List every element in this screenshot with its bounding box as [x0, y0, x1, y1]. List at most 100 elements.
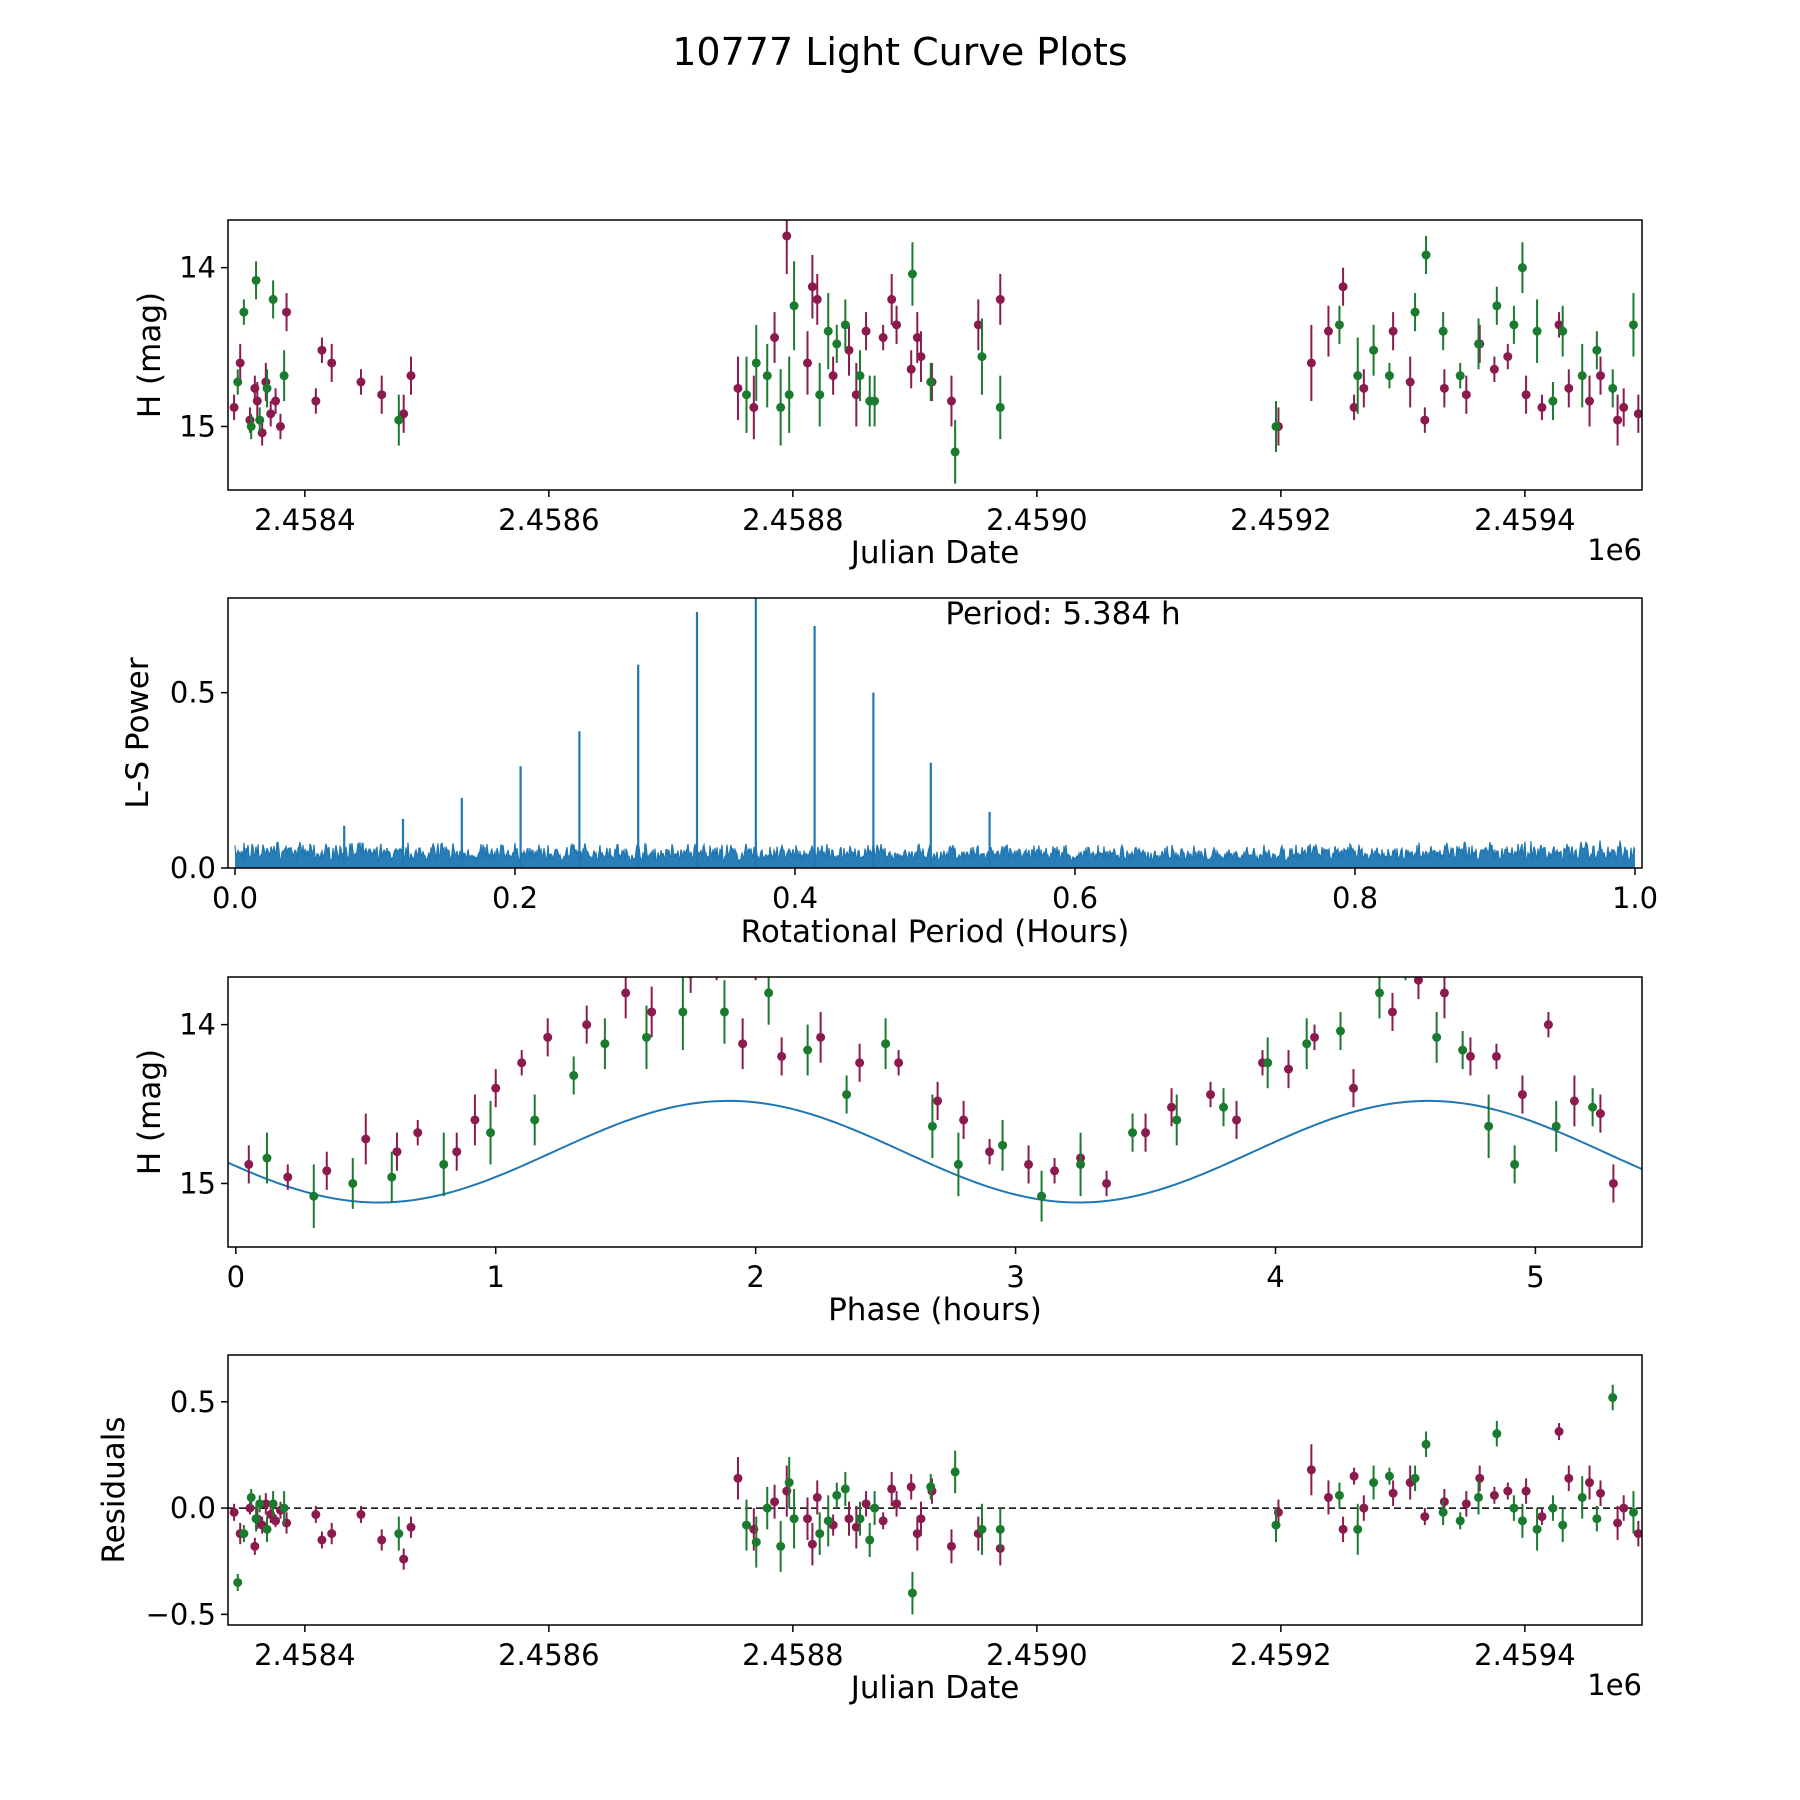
data-point	[266, 409, 276, 419]
data-point	[855, 371, 865, 381]
data-point	[1334, 320, 1344, 330]
data-point	[252, 396, 262, 406]
data-point	[1619, 1503, 1629, 1513]
data-point	[1219, 1102, 1229, 1112]
x-tick-label: 0.6	[1052, 881, 1098, 915]
data-point	[1420, 1512, 1430, 1522]
data-point	[870, 1503, 880, 1513]
data-point	[959, 1115, 969, 1125]
data-point	[719, 1007, 729, 1017]
data-point	[1613, 415, 1623, 425]
data-point	[803, 1514, 813, 1524]
lightcurve-xlabel: Julian Date	[849, 535, 1020, 571]
data-point	[283, 1172, 293, 1182]
data-point	[1509, 320, 1519, 330]
data-point	[486, 1128, 496, 1138]
data-point	[762, 1503, 772, 1513]
y-tick-label: 14	[179, 1008, 216, 1042]
data-point	[844, 345, 854, 355]
data-point	[1420, 415, 1430, 425]
data-point	[832, 1490, 842, 1500]
data-point	[738, 1039, 748, 1049]
data-point	[1475, 1473, 1485, 1483]
data-point	[1633, 409, 1642, 419]
data-point	[803, 358, 813, 368]
data-point	[279, 1503, 289, 1513]
data-point	[317, 345, 327, 355]
data-point	[946, 396, 956, 406]
y-tick-label: 0.5	[170, 676, 216, 710]
x-tick-label: 2.4586	[498, 1638, 599, 1672]
lightcurve-frame	[227, 219, 1643, 491]
data-point	[950, 447, 960, 457]
data-point	[1413, 977, 1423, 985]
periodogram-frame	[227, 597, 1643, 869]
data-point	[452, 1147, 462, 1157]
data-point	[1455, 1516, 1465, 1526]
data-point	[491, 1083, 501, 1093]
residuals-ylabel: Residuals	[96, 1416, 132, 1563]
data-point	[828, 371, 838, 381]
data-point	[271, 1516, 281, 1526]
data-point	[1438, 1507, 1448, 1517]
panel-phase: 0 1 2 3 4 5 14 15 Phase (hours) H (mag)	[132, 950, 1643, 1328]
data-point	[1349, 402, 1359, 412]
data-point	[1503, 1486, 1513, 1496]
data-point	[851, 1522, 861, 1532]
data-point	[251, 1514, 261, 1524]
data-point	[950, 1467, 960, 1477]
data-point	[742, 1520, 752, 1530]
data-point	[712, 950, 721, 959]
data-point	[361, 1134, 371, 1144]
data-point	[1306, 358, 1316, 368]
data-point	[733, 383, 743, 393]
data-point	[977, 1524, 987, 1534]
residuals-xlabel: Julian Date	[849, 1670, 1020, 1706]
data-point	[1348, 1083, 1358, 1093]
data-point	[229, 1507, 239, 1517]
data-point	[855, 1058, 865, 1068]
data-point	[439, 1159, 449, 1169]
x-tick-label: 2.4584	[254, 503, 355, 537]
data-point	[842, 1090, 852, 1100]
data-point	[1492, 1429, 1502, 1439]
data-point	[1309, 1032, 1319, 1042]
data-point	[789, 301, 799, 311]
data-point	[279, 371, 289, 381]
panel-lightcurve: 2.4584 2.4586 2.4588 2.4590 2.4592 2.4594 14 15…	[132, 219, 1643, 571]
data-point	[1369, 1478, 1379, 1488]
data-point	[1405, 377, 1415, 387]
data-point	[1548, 396, 1558, 406]
data-point	[569, 1070, 579, 1080]
data-point	[878, 1516, 888, 1526]
x-tick-label: 2.4586	[498, 503, 599, 537]
data-point	[399, 409, 409, 419]
data-point	[1628, 320, 1638, 330]
data-point	[1537, 1512, 1547, 1522]
data-point	[275, 421, 285, 431]
data-point	[832, 339, 842, 349]
data-point	[1461, 390, 1471, 400]
data-point	[1532, 326, 1542, 336]
data-point	[733, 1473, 743, 1483]
data-point	[322, 1166, 332, 1176]
data-point	[1608, 1393, 1618, 1403]
data-point	[229, 402, 239, 412]
data-point	[881, 1039, 891, 1049]
x-tick-label: 2.4592	[1230, 503, 1331, 537]
data-point	[245, 1503, 255, 1513]
data-point	[1458, 1045, 1468, 1055]
data-point	[751, 957, 760, 966]
data-point	[840, 1484, 850, 1494]
data-point	[973, 320, 983, 330]
data-point	[770, 333, 780, 343]
data-point	[926, 1482, 936, 1492]
data-point	[394, 415, 404, 425]
data-point	[530, 1115, 540, 1125]
data-point	[1569, 1096, 1579, 1106]
data-point	[1503, 352, 1513, 362]
data-point	[1577, 371, 1587, 381]
data-point	[1439, 383, 1449, 393]
data-point	[812, 294, 822, 304]
data-point	[782, 231, 792, 241]
